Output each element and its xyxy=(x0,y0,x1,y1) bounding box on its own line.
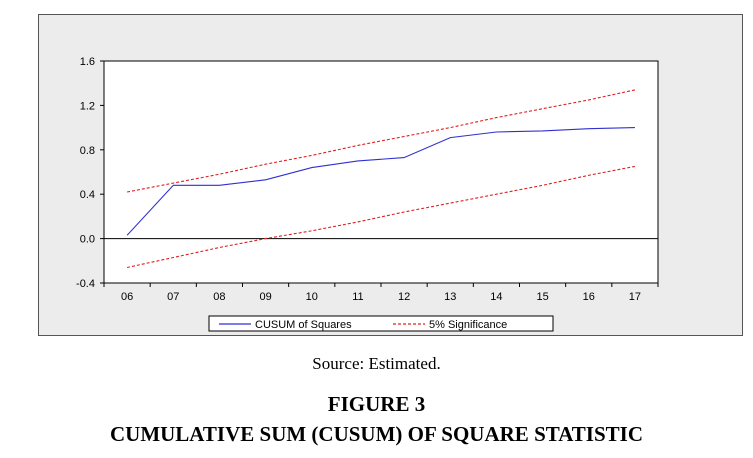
x-tick-label: 16 xyxy=(583,291,595,303)
upper-significance-line xyxy=(126,89,636,193)
legend: CUSUM of Squares 5% Significance xyxy=(208,315,554,332)
x-tick-label: 17 xyxy=(629,291,641,303)
x-tick-label: 06 xyxy=(121,291,133,303)
cusum-line xyxy=(126,127,635,236)
y-tick-label: 1.2 xyxy=(80,100,95,112)
x-tick-label: 13 xyxy=(444,291,456,303)
y-tick-label: 0.0 xyxy=(80,234,95,246)
x-tick-label: 10 xyxy=(306,291,318,303)
x-tick-label: 15 xyxy=(536,291,548,303)
x-tick-label: 12 xyxy=(398,291,410,303)
y-tick-label: -0.4 xyxy=(76,278,95,290)
y-tick-label: 1.6 xyxy=(80,56,95,68)
x-tick-label: 14 xyxy=(490,291,502,303)
legend-label-significance: 5% Significance xyxy=(429,319,507,331)
x-tick-label: 09 xyxy=(259,291,271,303)
x-tick-label: 07 xyxy=(167,291,179,303)
figure-label: FIGURE 3 xyxy=(327,392,426,416)
legend-box xyxy=(208,315,554,332)
cusum-chart: 1.6 1.2 0.8 0.4 0.0 -0.4 06 07 08 09 10 11 12 13 14 15… xyxy=(76,56,659,332)
source-note: Source: Estimated. xyxy=(312,354,441,373)
series-layer xyxy=(126,89,636,269)
plot-area xyxy=(103,60,659,284)
x-tick-label: 11 xyxy=(352,291,363,303)
x-tick-label: 08 xyxy=(213,291,225,303)
lower-significance-line xyxy=(126,165,636,269)
x-axis: 06 07 08 09 10 11 12 13 14 15 16 17 xyxy=(103,283,659,303)
y-axis: 1.6 1.2 0.8 0.4 0.0 -0.4 xyxy=(76,56,104,290)
legend-label-cusum: CUSUM of Squares xyxy=(255,319,352,331)
y-tick-label: 0.8 xyxy=(80,145,95,157)
figure-title: CUMULATIVE SUM (CUSUM) OF SQUARE STATIST… xyxy=(109,422,644,446)
y-tick-label: 0.4 xyxy=(80,189,95,201)
